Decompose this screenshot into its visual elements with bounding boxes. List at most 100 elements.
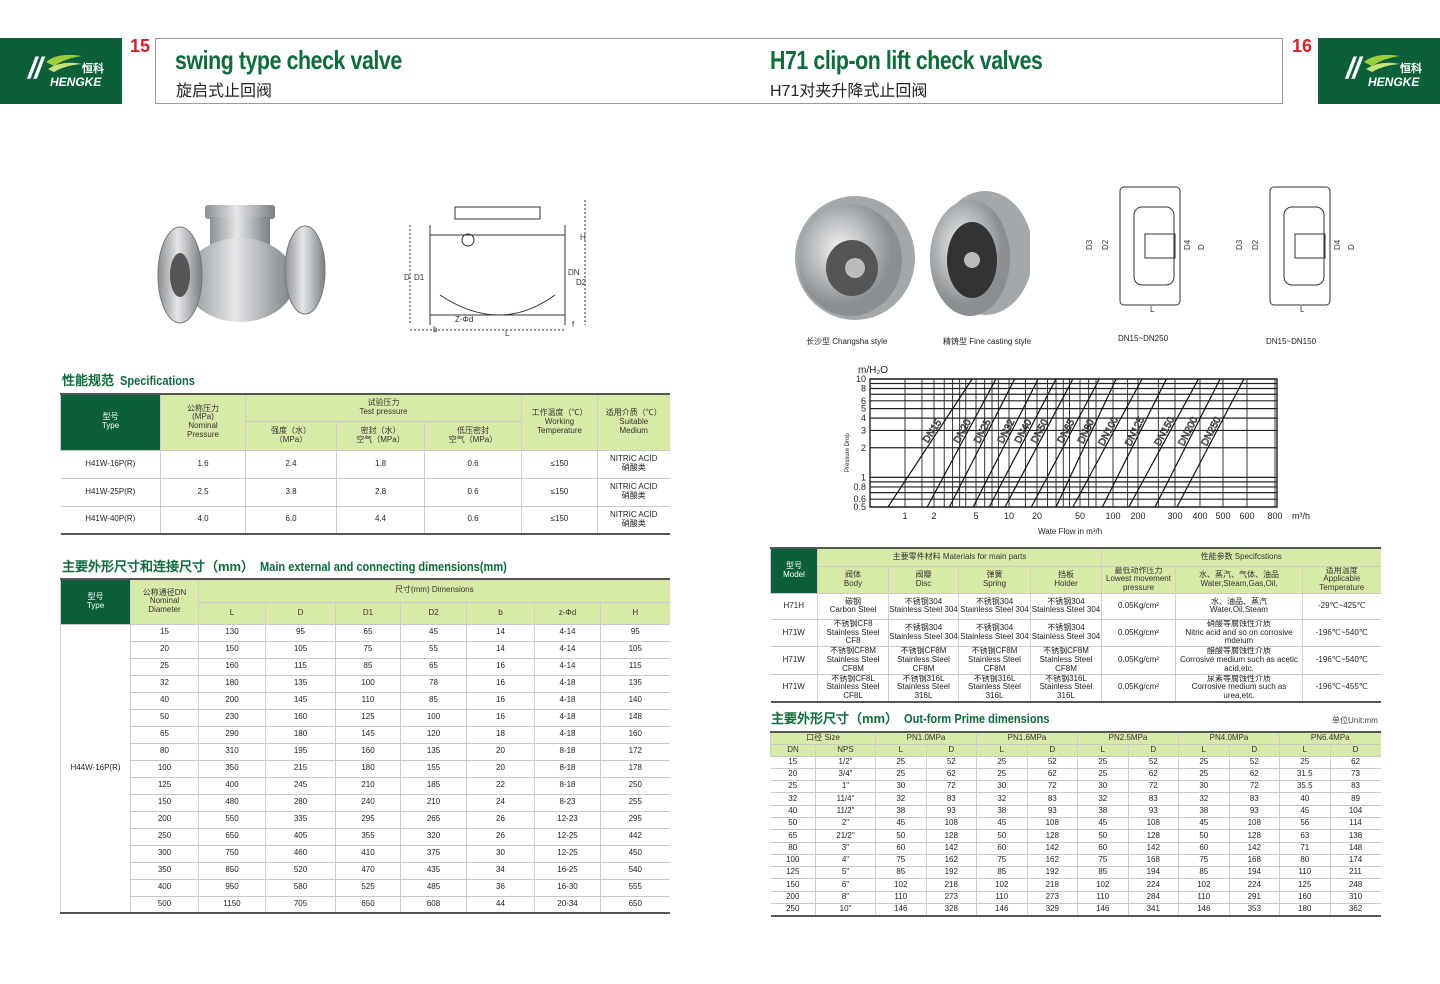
- table-cell: 160: [1279, 891, 1331, 905]
- table-cell: 不锈钢304 Stainless Steel 304: [888, 619, 959, 648]
- table-cell: 460: [265, 845, 336, 863]
- table-cell: 12-23: [534, 811, 601, 829]
- table-cell: H41W-25P(R): [60, 478, 161, 507]
- table-cell: 不锈钢CF8 Stainless Steel CF8: [817, 619, 889, 648]
- table-cell: 72: [1228, 780, 1280, 794]
- table-cell: 650: [198, 828, 266, 846]
- table-cell: 110: [1178, 891, 1230, 905]
- column-header: D: [925, 744, 977, 757]
- prime-heading: 主要外形尺寸（mm） Out-form Prime dimensions: [771, 711, 1050, 726]
- table-cell: 40: [1279, 792, 1331, 806]
- table-cell: 不锈钢304 Stainless Steel 304: [958, 593, 1031, 620]
- table-cell: 480: [198, 794, 266, 812]
- table-row: H41W-25P(R) 2.5 3.8 2.8 0.6 ≤150 NITRIC ACID 硝…: [60, 478, 670, 507]
- table-cell: NITRIC ACID 硝酸类: [597, 450, 670, 479]
- table-cell: 72: [1127, 780, 1179, 794]
- logo-mark: //: [1346, 52, 1361, 85]
- table-cell: 0.05Kg/cm²: [1101, 593, 1176, 620]
- series-line-dn125: [1101, 378, 1167, 508]
- series-label-dn100: DN100: [1097, 415, 1122, 448]
- table-cell: 73: [1329, 768, 1381, 782]
- table-cell: 470: [335, 862, 401, 880]
- table-cell: 83: [1026, 792, 1078, 806]
- table-cell: 108: [1228, 817, 1280, 831]
- series-line-dn40: [988, 378, 1057, 508]
- dim-label-b: b: [433, 325, 438, 334]
- table-cell: 60: [1077, 842, 1129, 855]
- materials-table: 型号 Model 主要零件材料 Materials for main parts 性…: [770, 547, 1381, 704]
- table-cell: 210: [400, 794, 467, 812]
- table-cell: 192: [1026, 866, 1078, 880]
- table-cell: 63: [1279, 829, 1331, 843]
- col-pn25: PN2.5MPa: [1077, 732, 1179, 745]
- table-cell: 45: [1279, 805, 1331, 818]
- table-cell: 155: [400, 760, 467, 778]
- table-row: 500 1150 705 650 608 44 20-34 650: [61, 896, 670, 914]
- table-cell: 850: [198, 862, 266, 880]
- table-cell: 8": [814, 891, 876, 905]
- table-cell: 1": [814, 780, 876, 794]
- table-cell: 醋酸等腐蚀性介质 Corrosive medium such as acetic…: [1175, 646, 1303, 675]
- table-row: 25 160 115 85 65 16 4-14 115: [61, 658, 670, 676]
- table-cell: 21/2": [814, 829, 876, 843]
- table-cell: 211: [1329, 866, 1381, 880]
- table-cell: 178: [599, 760, 670, 778]
- table-row: 100 4" 75 162 75 162 75 168 75 168 80 174: [770, 854, 1381, 868]
- table-cell: 150: [130, 794, 199, 812]
- table-cell: 25: [976, 768, 1028, 782]
- table-cell: 160: [599, 726, 670, 744]
- dim-label-d: D: [1197, 244, 1206, 250]
- table-cell: 不锈钢CF8M Stainless Steel CF8M: [888, 646, 959, 675]
- y-tick-label: 8: [861, 384, 866, 394]
- table-row: H71W 不锈钢CF8 Stainless Steel CF8 不锈钢304 Sta…: [770, 619, 1381, 648]
- table-cell: 110: [1077, 891, 1129, 905]
- table-cell: 95: [265, 624, 336, 642]
- table-cell: 142: [1026, 842, 1078, 855]
- table-cell: 75: [1077, 854, 1129, 868]
- table-cell: 146: [1077, 903, 1129, 917]
- table-cell: 85: [335, 658, 401, 676]
- table-row: 150 6" 102 218 102 218 102 224 102 224 125 248: [770, 878, 1381, 892]
- table-cell: 52: [1026, 756, 1078, 769]
- page-number-left: 15: [130, 36, 151, 56]
- dim-label-d3: D3: [1085, 239, 1094, 250]
- table-cell: 180: [1279, 903, 1331, 917]
- table-cell: 608: [400, 896, 467, 914]
- table-cell: 93: [925, 805, 977, 818]
- table-cell: 142: [1228, 842, 1280, 855]
- dim-label-zd: Z-Φd: [455, 315, 473, 324]
- table-row: 400 950 580 525 485 36 16-30 555: [61, 879, 670, 897]
- table-cell: H41W-40P(R): [60, 506, 161, 535]
- dim-label-d: D: [404, 273, 410, 282]
- y-tick-label: 1: [861, 472, 866, 482]
- dim-label-d4: D4: [1183, 239, 1192, 250]
- table-cell: 0.6: [424, 506, 522, 535]
- table-cell: ≤150: [521, 450, 598, 479]
- x-tick-label: 600: [1239, 511, 1254, 521]
- fine-casting-style-photo: [930, 191, 1030, 316]
- x-tick-label: 100: [1105, 511, 1120, 521]
- x-tick-label: 800: [1267, 511, 1282, 521]
- table-cell: 75: [335, 641, 401, 659]
- column-header: L: [198, 602, 266, 625]
- table-cell: 45: [875, 817, 927, 831]
- brand-logo-left: // 恒科 HENGKE: [0, 38, 122, 104]
- table-cell: 174: [1329, 854, 1381, 868]
- table-cell: 110: [1279, 866, 1331, 880]
- table-cell: 25: [875, 756, 927, 769]
- table-cell: 4-18: [534, 709, 601, 727]
- table-row: 200 550 335 295 265 26 12-23 295: [61, 811, 670, 829]
- dim-label-l: L: [505, 329, 510, 338]
- table-cell: 30: [976, 780, 1028, 794]
- dim-label-l: L: [1300, 305, 1305, 312]
- table-cell: 168: [1228, 854, 1280, 868]
- logo-mark: //: [28, 52, 43, 85]
- table-row: 125 400 245 210 185 22 8-18 250: [61, 777, 670, 795]
- table-cell: 125: [335, 709, 401, 727]
- x-tick-label: 500: [1215, 511, 1230, 521]
- column-header: D2: [400, 602, 467, 625]
- table-cell: 350: [130, 862, 199, 880]
- table-cell: 不锈钢304 Stainless Steel 304: [888, 593, 959, 620]
- table-cell: 2.8: [336, 478, 425, 507]
